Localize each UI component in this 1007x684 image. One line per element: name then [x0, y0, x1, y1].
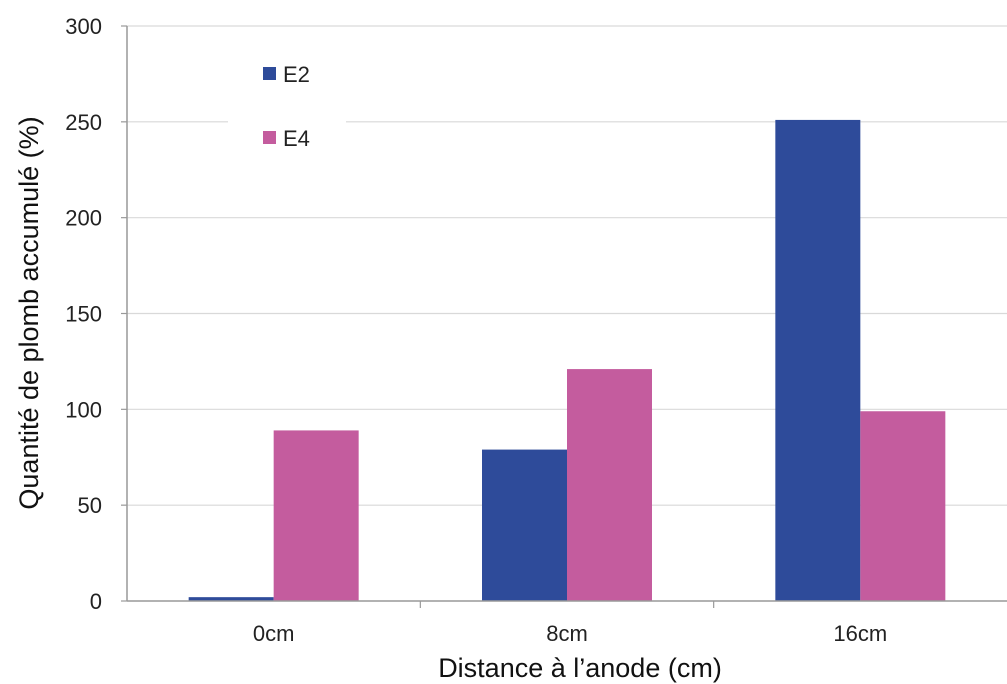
legend-swatch-e2	[263, 67, 276, 80]
y-tick-label: 250	[65, 110, 102, 135]
y-tick-labels: 0 50 100 150 200 250 300	[65, 14, 127, 614]
y-tick-label: 100	[65, 397, 102, 422]
y-tick-label: 200	[65, 206, 102, 231]
x-tick-labels: 0cm 8cm 16cm	[253, 621, 887, 646]
y-tick-label: 0	[90, 589, 102, 614]
bar-e4-0cm	[273, 430, 359, 601]
bar-e2-8cm	[482, 449, 567, 601]
x-axis-title: Distance à l’anode (cm)	[438, 653, 722, 683]
x-tick-label: 16cm	[833, 621, 887, 646]
legend-label-e4: E4	[283, 126, 310, 151]
y-axis-title: Quantité de plomb accumulé (%)	[14, 116, 44, 509]
legend-label-e2: E2	[283, 62, 310, 87]
bar-e2-0cm	[188, 597, 274, 601]
y-tick-label: 150	[65, 302, 102, 327]
legend-background	[228, 50, 346, 160]
bar-e4-8cm	[567, 369, 652, 601]
legend-swatch-e4	[263, 131, 276, 144]
bar-e2-16cm	[775, 119, 861, 602]
legend: E2 E4	[228, 50, 346, 160]
bar-e4-16cm	[860, 411, 946, 601]
x-tick-label: 0cm	[253, 621, 295, 646]
x-tick-label: 8cm	[546, 621, 588, 646]
y-tick-label: 50	[78, 493, 102, 518]
bars	[188, 119, 946, 602]
y-tick-label: 300	[65, 14, 102, 39]
